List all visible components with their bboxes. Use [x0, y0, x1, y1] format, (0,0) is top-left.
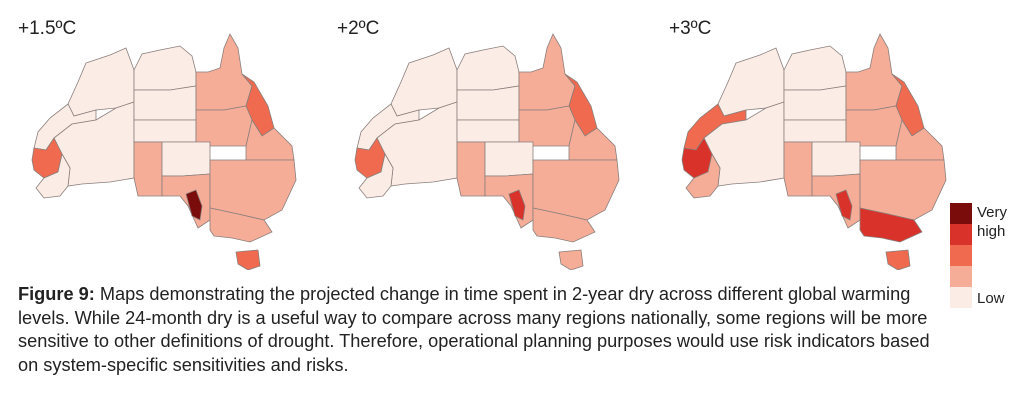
region-sa-east: [161, 173, 211, 229]
legend-label-high: high: [977, 223, 1006, 240]
legend-swatch-high: [950, 224, 972, 245]
region-qld-north: [195, 33, 253, 111]
region-vic: [859, 207, 923, 243]
legend-label-very: Very: [977, 204, 1008, 221]
region-wa-south: [35, 152, 71, 199]
region-vic: [209, 207, 273, 243]
map-title-3c: +3ºC: [669, 18, 712, 39]
region-sa-west: [783, 141, 813, 197]
region-nt-north: [783, 45, 847, 91]
region-sa-west: [133, 141, 163, 197]
region-qld-north: [518, 33, 576, 111]
region-sa-east: [811, 173, 861, 229]
legend-swatch-moderate-high: [950, 245, 972, 266]
legend: Very high Low: [950, 203, 1020, 313]
region-qld-west: [518, 105, 576, 147]
region-qld-west: [195, 105, 253, 147]
region-qld-north: [845, 33, 903, 111]
region-wa-south: [358, 152, 394, 199]
map-2c: [333, 20, 633, 270]
region-sa-west: [456, 141, 486, 197]
legend-swatch-low: [950, 287, 972, 308]
region-sa-gulf: [185, 189, 203, 221]
region-wa-south: [685, 152, 721, 199]
map-3c: [660, 20, 960, 270]
region-qld-west: [845, 105, 903, 147]
region-nt-central: [133, 85, 197, 121]
map-title-2c: +2ºC: [337, 18, 380, 39]
map-title-1-5c: +1.5ºC: [18, 18, 77, 39]
map-1-5c: [10, 20, 310, 270]
caption-text: Maps demonstrating the projected change …: [18, 284, 930, 375]
legend-label-low: Low: [977, 290, 1005, 307]
region-sa-gulf: [508, 189, 526, 221]
region-tas: [235, 249, 261, 270]
region-nt-central: [456, 85, 520, 121]
region-tas: [885, 249, 911, 270]
region-sa-east: [484, 173, 534, 229]
legend-swatch-moderate: [950, 266, 972, 287]
region-sa-gulf: [835, 189, 853, 221]
figure-caption: Figure 9: Maps demonstrating the project…: [18, 283, 948, 377]
region-nt-south: [133, 119, 197, 143]
region-sa-north: [161, 141, 211, 177]
region-nt-south: [456, 119, 520, 143]
region-sa-north: [811, 141, 861, 177]
caption-label: Figure 9:: [18, 284, 95, 304]
region-sa-north: [484, 141, 534, 177]
region-nt-north: [456, 45, 520, 91]
region-vic: [532, 207, 596, 243]
region-nt-central: [783, 85, 847, 121]
region-tas: [558, 249, 584, 270]
region-nt-north: [133, 45, 197, 91]
legend-swatch-very-high: [950, 203, 972, 224]
region-nt-south: [783, 119, 847, 143]
